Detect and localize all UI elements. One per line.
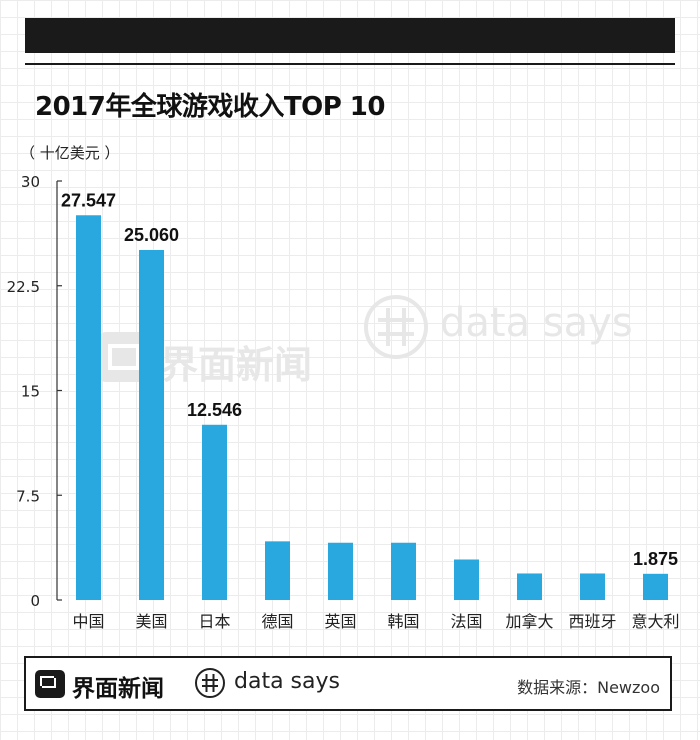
bar [454,559,479,600]
x-tick-label: 英国 [324,612,356,631]
unit-label: （ 十亿美元 ） [20,144,120,162]
watermark-logo-icon [98,332,150,382]
bar [328,542,353,600]
bar [265,541,290,600]
watermark-data-says-icon [364,295,428,359]
y-tick-label: 0 [30,592,40,610]
data-source: 数据来源：Newzoo [517,678,660,697]
x-tick-label: 西班牙 [568,612,616,631]
header-bar [25,18,675,53]
data-label: 12.546 [187,400,242,420]
x-tick-label: 法国 [450,612,482,631]
x-tick-label: 日本 [198,612,230,631]
x-tick-label: 意大利 [631,612,679,631]
bar [517,573,542,600]
y-tick-label: 15 [21,383,40,401]
x-tick-label: 中国 [72,612,104,631]
y-tick-label: 30 [21,173,40,191]
x-tick-label: 加拿大 [505,612,553,631]
bar [202,424,227,600]
bar [76,215,101,600]
data-label: 27.547 [61,190,116,210]
data-label: 25.060 [124,225,179,245]
jiemian-logo-icon [35,670,65,698]
x-tick-label: 韩国 [387,612,419,631]
footer-tagline: data says [234,669,340,694]
bar [580,573,605,600]
bar [391,542,416,600]
y-tick-label: 22.5 [7,278,40,296]
chart-title: 2017年全球游戏收入TOP 10 [35,92,386,122]
watermark-brand: 界面新闻 [160,343,313,387]
bar [643,573,668,600]
footer-brand: 界面新闻 [72,676,164,702]
watermark-tagline: data says [440,300,633,346]
footer: 界面新闻 data says 数据来源：Newzoo [24,656,672,711]
data-says-icon [195,668,225,698]
header-rule [25,63,675,65]
data-label: 1.875 [633,549,678,569]
x-tick-label: 美国 [135,612,167,631]
y-tick-label: 7.5 [16,487,40,505]
x-tick-label: 德国 [261,612,293,631]
bar [139,249,164,600]
